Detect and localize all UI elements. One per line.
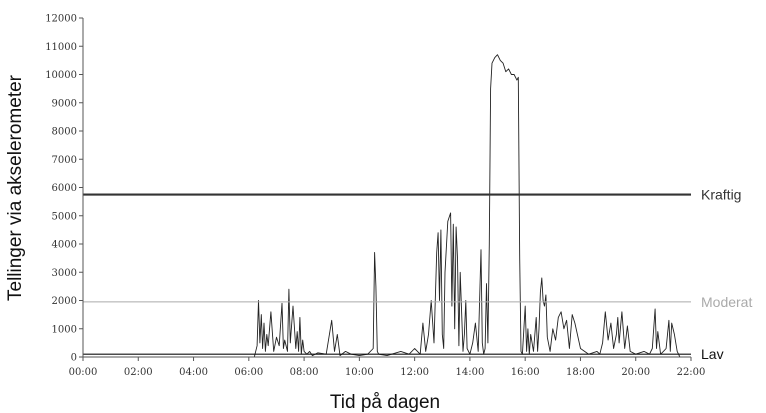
x-tick-label: 02:00: [124, 367, 153, 378]
y-tick-label: 2000: [52, 296, 77, 307]
y-tick-label: 12000: [45, 14, 77, 25]
x-tick-label: 10:00: [345, 367, 374, 378]
y-axis-title: Tellinger via akselerometer: [5, 74, 26, 301]
y-tick-label: 6000: [52, 183, 77, 194]
x-tick-label: 20:00: [621, 367, 650, 378]
y-tick-label: 1000: [52, 324, 77, 335]
x-tick-label: 12:00: [400, 367, 429, 378]
y-tick-label: 7000: [52, 155, 77, 166]
reference-lines: Kraftig Moderat Lav: [83, 187, 752, 362]
y-tick-label: 3000: [52, 268, 77, 279]
x-axis-title: Tid på dagen: [330, 392, 440, 413]
y-tick-label: 9000: [52, 98, 77, 109]
x-tick-label: 22:00: [677, 367, 706, 378]
axes: 0 1000 2000 3000 4000 5000 6000 7000 8000 9000 100…: [45, 14, 705, 379]
reference-label-lav: Lav: [701, 346, 724, 362]
y-tick-label: 10000: [45, 70, 77, 81]
x-tick-label: 08:00: [290, 367, 319, 378]
x-tick-label: 18:00: [566, 367, 595, 378]
x-tick-label: 06:00: [234, 367, 263, 378]
x-tick-label: 04:00: [179, 367, 208, 378]
y-tick-label: 4000: [52, 240, 77, 251]
x-tick-label: 00:00: [69, 367, 98, 378]
y-tick-label: 0: [71, 353, 77, 364]
reference-label-moderat: Moderat: [701, 294, 752, 310]
plot-area: [83, 54, 691, 358]
y-tick-label: 11000: [45, 42, 77, 53]
x-tick-label: 16:00: [511, 367, 540, 378]
y-tick-label: 8000: [52, 127, 77, 138]
reference-label-kraftig: Kraftig: [701, 187, 741, 203]
y-tick-label: 5000: [52, 211, 77, 222]
x-tick-label: 14:00: [455, 367, 484, 378]
series-line: [83, 54, 691, 358]
